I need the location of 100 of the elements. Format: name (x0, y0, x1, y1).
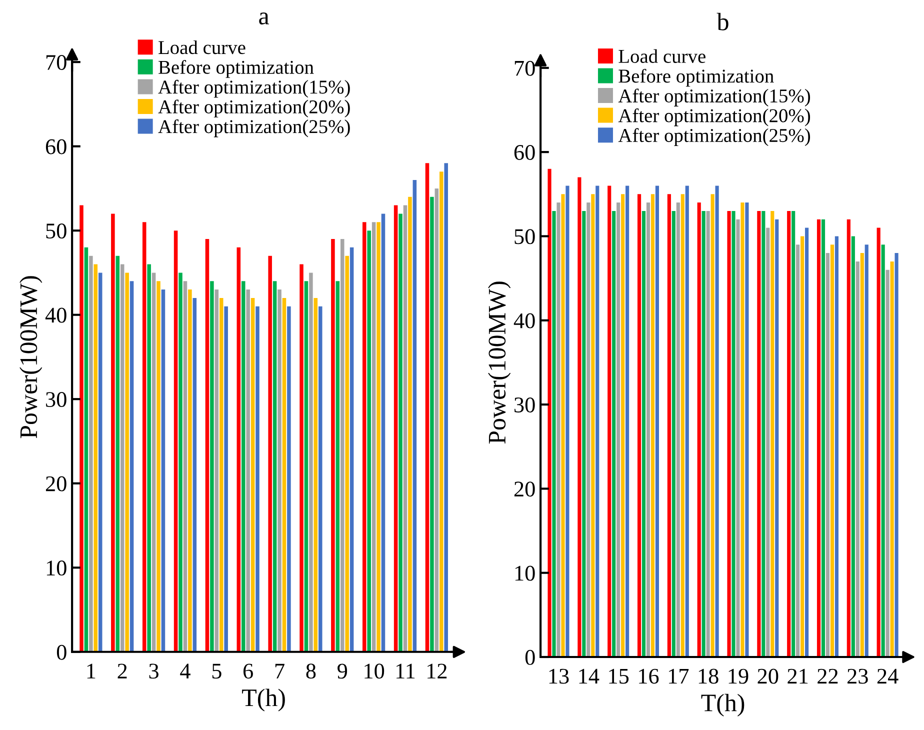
bar (340, 239, 344, 652)
y-tick-label: 30 (514, 397, 535, 412)
bar (309, 272, 313, 652)
bar (830, 244, 834, 657)
bar (766, 228, 770, 657)
bar (381, 214, 386, 652)
bar (732, 210, 736, 657)
x-tick-label: 13 (549, 668, 569, 684)
bar (710, 194, 714, 657)
y-axis-title: Power(100MW) (20, 276, 42, 438)
bar (608, 186, 612, 657)
x-tick-label: 2 (118, 664, 127, 678)
bar (147, 264, 151, 652)
bar (548, 168, 552, 657)
bar (376, 222, 380, 652)
bar (740, 202, 744, 657)
legend-label: Before optimization (158, 60, 314, 78)
bar (890, 261, 894, 657)
x-tick-label: 8 (306, 664, 316, 679)
bar (787, 210, 791, 657)
x-tick-label: 7 (275, 664, 284, 678)
bar (886, 270, 890, 657)
bar (552, 210, 556, 657)
bar (246, 290, 250, 652)
bar (174, 230, 178, 652)
x-tick-label: 6 (243, 664, 253, 679)
bar (214, 290, 219, 652)
bar (268, 256, 272, 652)
bar (304, 281, 308, 652)
bar (336, 281, 340, 652)
bar (816, 219, 821, 657)
bar (860, 253, 864, 657)
y-tick-label: 10 (515, 566, 535, 581)
y-tick-label: 0 (56, 644, 66, 660)
x-tick-label: 23 (848, 668, 868, 684)
bar (142, 222, 146, 652)
bar (582, 210, 586, 657)
bar (596, 186, 600, 657)
x-tick-label: 24 (877, 668, 898, 684)
legend-label: After optimization(15%) (618, 88, 810, 106)
bar (318, 306, 322, 652)
bar (241, 281, 246, 652)
chart-title: a (259, 12, 270, 25)
bar (272, 281, 277, 652)
bar (210, 281, 214, 652)
bar (331, 239, 335, 652)
x-tick-label: 3 (149, 664, 158, 679)
bar (403, 205, 408, 652)
bar (826, 253, 830, 657)
bar (834, 236, 839, 657)
bar (224, 306, 228, 652)
bar (770, 210, 774, 657)
x-tick-label: 14 (579, 668, 600, 684)
x-tick-label: 20 (758, 668, 778, 684)
bar (116, 256, 120, 652)
bar (680, 194, 684, 657)
y-tick-label: 20 (46, 476, 66, 492)
bar (125, 272, 129, 652)
x-tick-label: 1 (87, 664, 96, 678)
bar (372, 222, 376, 652)
bar (821, 219, 826, 657)
x-tick-label: 22 (818, 668, 838, 684)
bar (89, 256, 93, 652)
bar (111, 214, 115, 652)
bar (715, 186, 719, 657)
bar (219, 298, 224, 652)
bar (757, 210, 761, 657)
y-tick-label: 40 (45, 308, 66, 323)
x-tick-label: 4 (180, 664, 190, 678)
bar (394, 205, 398, 652)
bar (667, 194, 671, 657)
x-axis-title: T(h) (242, 688, 285, 712)
bar (792, 210, 796, 657)
x-axis-title: T(h) (701, 694, 744, 716)
bar (430, 196, 434, 652)
x-tick-label: 5 (212, 664, 222, 679)
bar (637, 194, 642, 657)
x-tick-label: 21 (788, 668, 808, 684)
bar (178, 272, 182, 652)
y-tick-label: 10 (46, 560, 66, 576)
bar (398, 214, 402, 652)
legend-label: After optimization(15%) (158, 80, 350, 98)
x-tick-label: 18 (698, 668, 718, 684)
bar (727, 210, 731, 657)
bar (642, 210, 646, 657)
chart-title: b (716, 12, 728, 30)
bar (706, 210, 710, 657)
bar (616, 202, 620, 657)
bar (762, 210, 766, 657)
bar (192, 298, 197, 652)
bar (300, 264, 304, 652)
y-tick-label: 50 (514, 229, 535, 244)
bar (561, 194, 565, 657)
bar (578, 177, 582, 657)
bar (856, 261, 860, 657)
bar (350, 247, 354, 652)
bar (685, 186, 689, 657)
legend-label: After optimization(20%) (618, 108, 810, 126)
bar (851, 236, 855, 657)
legend-label: After optimization(25%) (618, 128, 810, 146)
